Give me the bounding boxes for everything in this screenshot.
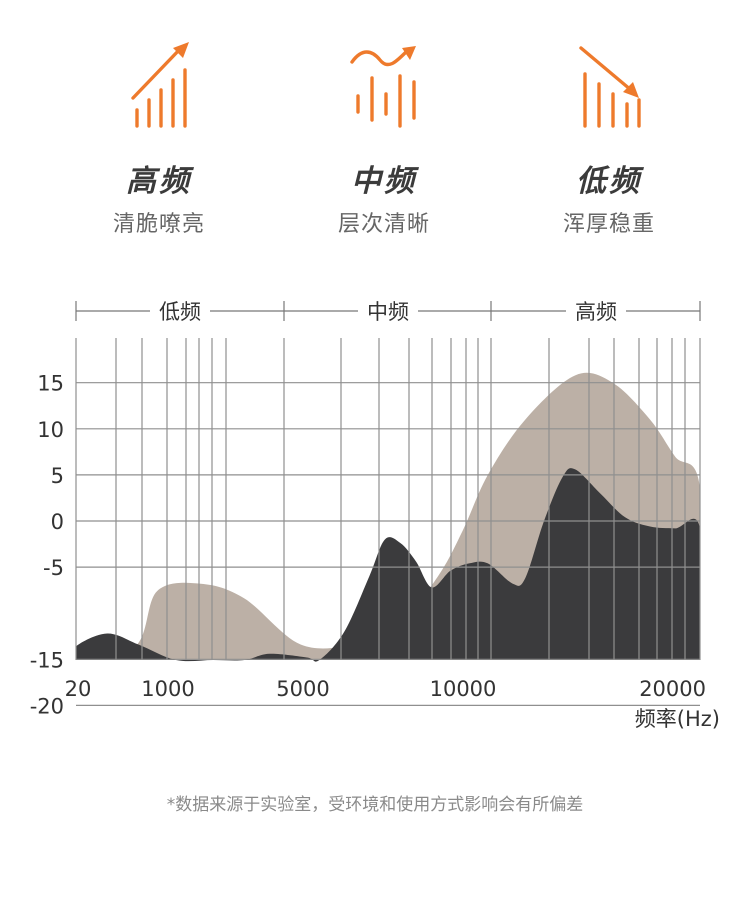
x-axis-label: 频率(Hz) [635,707,720,731]
y-tick-label: -5 [43,556,64,580]
wave-bars-arrow-icon [350,46,416,128]
y-tick-label: -15 [30,648,64,672]
band-label-bg [358,297,418,325]
band-label-bg [566,297,626,325]
y-axis-ticks: 15 10 5 0 -5 -15 -20 [30,372,64,719]
feature-subtitle: 浑厚稳重 [562,212,655,237]
feature-mid-frequency: 中频 层次清晰 [284,38,484,238]
feature-subtitle: 清脆嘹亮 [112,212,205,237]
frequency-response-chart: 低频 中频 高频 15 10 5 0 -5 -15 -20 20 1000 5000 10000 200… [29,297,720,731]
y-tick-label: -20 [30,694,64,718]
y-tick-label: 5 [51,464,64,488]
x-tick-label: 5000 [276,677,329,701]
y-tick-label: 0 [51,510,64,534]
band-label: 中频 [367,300,409,324]
chart-areas [76,372,700,662]
frequency-band-bar: 低频 中频 高频 [75,297,701,325]
rising-bars-arrow-icon [131,42,189,128]
feature-title: 高频 [126,164,192,199]
feature-subtitle: 层次清晰 [337,212,430,237]
chart-grid [75,338,701,707]
x-tick-label: 10000 [430,677,497,701]
x-tick-label: 1000 [141,677,194,701]
band-label: 高频 [575,300,617,324]
y-tick-label: 10 [37,418,64,442]
band-label-bg [150,297,210,325]
y-tick-label: 15 [37,372,64,396]
feature-low-frequency: 低频 浑厚稳重 [509,38,709,238]
x-axis-ticks: 20 1000 5000 10000 20000 [65,677,706,701]
dark-response-area [76,468,700,662]
x-tick-label: 20 [65,677,92,701]
feature-title: 中频 [351,164,417,199]
footnote: *数据来源于实验室，受环境和使用方式影响会有所偏差 [166,795,584,815]
falling-bars-arrow-icon [579,46,641,128]
x-tick-label: 20000 [639,677,706,701]
feature-title: 低频 [576,164,642,199]
band-label: 低频 [159,300,201,324]
feature-high-frequency: 高频 清脆嘹亮 [59,38,259,238]
